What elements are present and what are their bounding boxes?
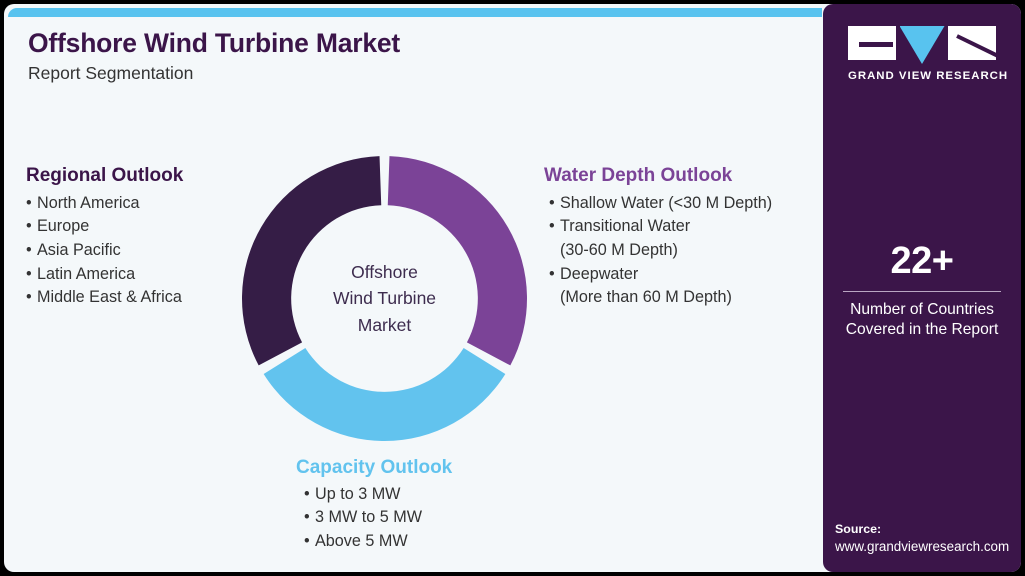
list-item-continuation: (30-60 M Depth) xyxy=(544,239,772,263)
regional-outlook-list: • North America • Europe • Asia Pacific • La… xyxy=(26,192,183,310)
bullet-icon: • xyxy=(304,508,310,527)
list-item: • Up to 3 MW xyxy=(296,483,452,507)
bullet-icon: • xyxy=(549,193,555,212)
list-item: • Transitional Water xyxy=(544,215,772,239)
bullet-icon: • xyxy=(26,217,32,236)
page-title: Offshore Wind Turbine Market xyxy=(28,28,401,58)
list-item-label: North America xyxy=(37,193,140,212)
list-item-label: Asia Pacific xyxy=(37,241,121,260)
logo-v-triangle-icon xyxy=(899,26,945,64)
bullet-icon: • xyxy=(26,288,32,307)
source-block: Source: www.grandviewresearch.com xyxy=(835,521,1021,556)
list-item: • North America xyxy=(26,192,183,216)
list-item-label: (30-60 M Depth) xyxy=(560,241,678,260)
regional-outlook-heading: Regional Outlook xyxy=(26,165,184,186)
donut-svg xyxy=(241,156,528,441)
logo-g-icon xyxy=(848,26,896,60)
list-item: • Latin America xyxy=(26,263,183,287)
capacity-outlook-heading: Capacity Outlook xyxy=(296,457,453,478)
list-item: • Shallow Water (<30 M Depth) xyxy=(544,192,772,216)
top-accent-bar xyxy=(8,8,822,17)
list-item-label: Transitional Water xyxy=(560,217,691,236)
side-panel: GRAND VIEW RESEARCH 22+ Number of Countr… xyxy=(823,4,1021,572)
donut-segment xyxy=(263,347,506,441)
water-depth-outlook-list: • Shallow Water (<30 M Depth) • Transition… xyxy=(544,192,772,310)
list-item-label: Europe xyxy=(37,217,90,236)
stat-label-line-2: Covered in the Report xyxy=(845,321,999,339)
stat-divider xyxy=(843,291,1001,292)
list-item: • Europe xyxy=(26,215,183,239)
countries-stat: 22+ Number of Countries Covered in the R… xyxy=(837,242,1007,341)
segment-regional-outlook: Regional Outlook • North America • Europe … xyxy=(26,164,183,310)
capacity-outlook-list: • Up to 3 MW • 3 MW to 5 MW • Above 5 MW xyxy=(296,483,452,554)
source-label: Source: xyxy=(835,522,882,537)
list-item-continuation: (More than 60 M Depth) xyxy=(544,286,772,310)
source-url[interactable]: www.grandviewresearch.com xyxy=(835,538,1010,554)
bullet-icon: • xyxy=(304,484,310,503)
stat-label-line-1: Number of Countries xyxy=(850,301,994,318)
list-item: • Above 5 MW xyxy=(296,530,452,554)
donut-chart: Offshore Wind Turbine Market xyxy=(241,156,528,441)
list-item-label: Shallow Water (<30 M Depth) xyxy=(560,193,773,212)
list-item-label: Deepwater xyxy=(560,264,639,283)
bullet-icon: • xyxy=(26,193,32,212)
bullet-icon: • xyxy=(549,217,555,236)
list-item: • Middle East & Africa xyxy=(26,286,183,310)
list-item-label: Latin America xyxy=(37,264,136,283)
logo-wordmark: GRAND VIEW RESEARCH xyxy=(848,70,1009,82)
list-item-label: 3 MW to 5 MW xyxy=(315,508,423,527)
segment-capacity-outlook: Capacity Outlook • Up to 3 MW • 3 MW to 5 … xyxy=(296,456,452,554)
bullet-icon: • xyxy=(549,264,555,283)
donut-segment xyxy=(241,156,382,366)
segment-water-depth-outlook: Water Depth Outlook • Shallow Water (<30 … xyxy=(544,164,772,310)
bullet-icon: • xyxy=(26,241,32,260)
water-depth-outlook-heading: Water Depth Outlook xyxy=(544,165,733,186)
stat-value: 22+ xyxy=(890,240,954,282)
logo-marks xyxy=(848,26,996,64)
gvr-logo: GRAND VIEW RESEARCH xyxy=(848,26,1009,82)
bullet-icon: • xyxy=(26,264,32,283)
header: Offshore Wind Turbine Market Report Segm… xyxy=(28,28,728,84)
list-item: • 3 MW to 5 MW xyxy=(296,506,452,530)
list-item: • Asia Pacific xyxy=(26,239,183,263)
list-item-label: (More than 60 M Depth) xyxy=(560,288,732,307)
page-subtitle: Report Segmentation xyxy=(28,63,194,84)
bullet-icon: • xyxy=(304,532,310,551)
donut-segment xyxy=(387,156,528,366)
list-item-label: Above 5 MW xyxy=(315,532,408,551)
list-item-label: Up to 3 MW xyxy=(315,484,401,503)
logo-r-icon xyxy=(948,26,996,60)
list-item-label: Middle East & Africa xyxy=(37,288,182,307)
stat-label: Number of Countries Covered in the Repor… xyxy=(837,300,1007,341)
list-item: • Deepwater xyxy=(544,263,772,287)
